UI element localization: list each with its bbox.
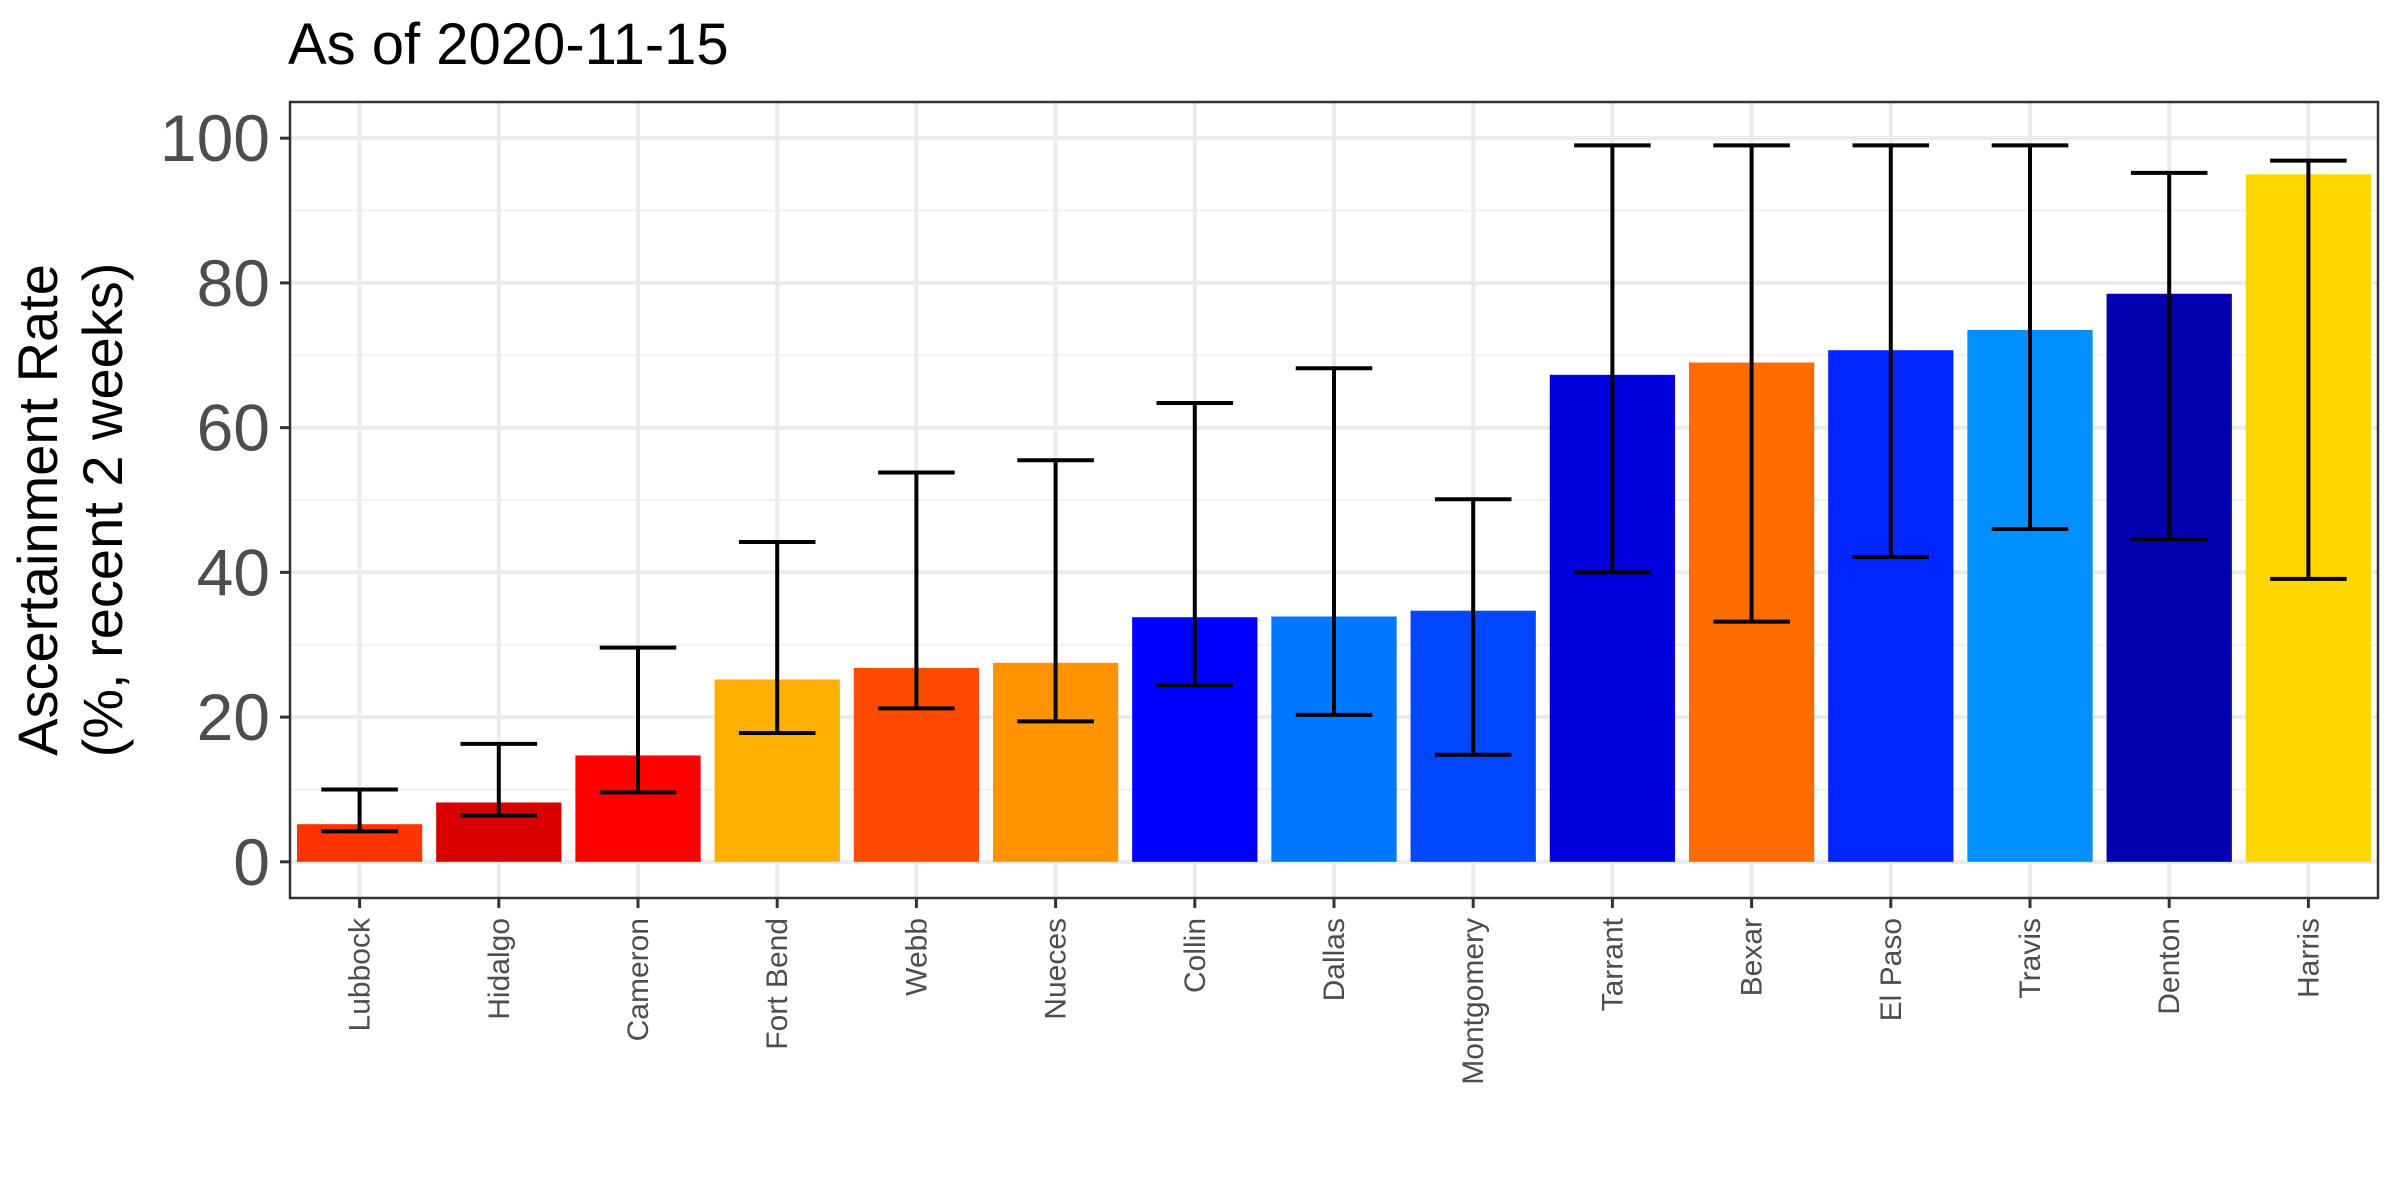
x-tick-label: Collin: [1179, 918, 1212, 993]
x-tick-label: Harris: [2292, 918, 2325, 998]
x-tick-label: Hidalgo: [483, 918, 516, 1020]
error-bar-collin: [1156, 401, 1234, 688]
y-tick-label: 40: [197, 535, 270, 609]
y-axis-ticks: 0 20 40 60 80 100: [160, 101, 290, 899]
y-axis-label-line2: (%, recent 2 weeks): [71, 263, 134, 758]
x-axis-ticks: Lubbock Hidalgo Cameron Fort Bend Webb Nueces…: [344, 898, 2325, 1085]
x-tick-label: Denton: [2153, 918, 2186, 1015]
error-bars: [321, 143, 2347, 834]
x-tick-label: Lubbock: [344, 917, 377, 1031]
error-bar-el-paso: [1852, 143, 1930, 560]
error-bar-harris: [2270, 158, 2347, 581]
plot-area: 0 20 40 60 80 100 Lubbock Hidalgo Cameron Fort Be…: [160, 100, 2380, 1085]
y-tick-label: 80: [197, 246, 270, 320]
chart-title: As of 2020-11-15: [288, 12, 729, 77]
x-tick-label: Travis: [2014, 918, 2047, 999]
error-bar-dallas: [1295, 366, 1373, 717]
y-tick-label: 60: [197, 391, 270, 465]
x-tick-label: Cameron: [622, 918, 655, 1041]
error-bar-cameron: [599, 645, 677, 795]
y-axis-label: Ascertainment Rate (%, recent 2 weeks): [6, 263, 134, 758]
error-bar-hidalgo: [460, 741, 538, 818]
y-tick-label: 20: [197, 680, 270, 754]
x-tick-label: Montgomery: [1457, 918, 1490, 1085]
error-bar-tarrant: [1574, 143, 1651, 575]
x-tick-label: Fort Bend: [761, 918, 794, 1050]
error-bar-nueces: [1017, 458, 1094, 724]
error-bar-lubbock: [321, 787, 398, 834]
y-tick-label: 0: [233, 825, 270, 899]
y-tick-label: 100: [160, 101, 270, 175]
error-bar-travis: [1991, 143, 2069, 531]
error-bar-fort-bend: [738, 539, 816, 736]
x-tick-label: Webb: [900, 918, 933, 996]
error-bar-montgomery: [1434, 497, 1512, 757]
x-tick-label: Bexar: [1736, 918, 1769, 996]
error-bar-webb: [878, 470, 955, 711]
error-bar-denton: [2130, 170, 2208, 542]
x-tick-label: El Paso: [1875, 918, 1908, 1021]
x-tick-label: Tarrant: [1596, 917, 1629, 1011]
x-tick-label: Nueces: [1040, 918, 1073, 1020]
y-axis-label-line1: Ascertainment Rate: [6, 264, 69, 756]
error-bar-bexar: [1713, 143, 1790, 624]
x-tick-label: Dallas: [1318, 918, 1351, 1001]
